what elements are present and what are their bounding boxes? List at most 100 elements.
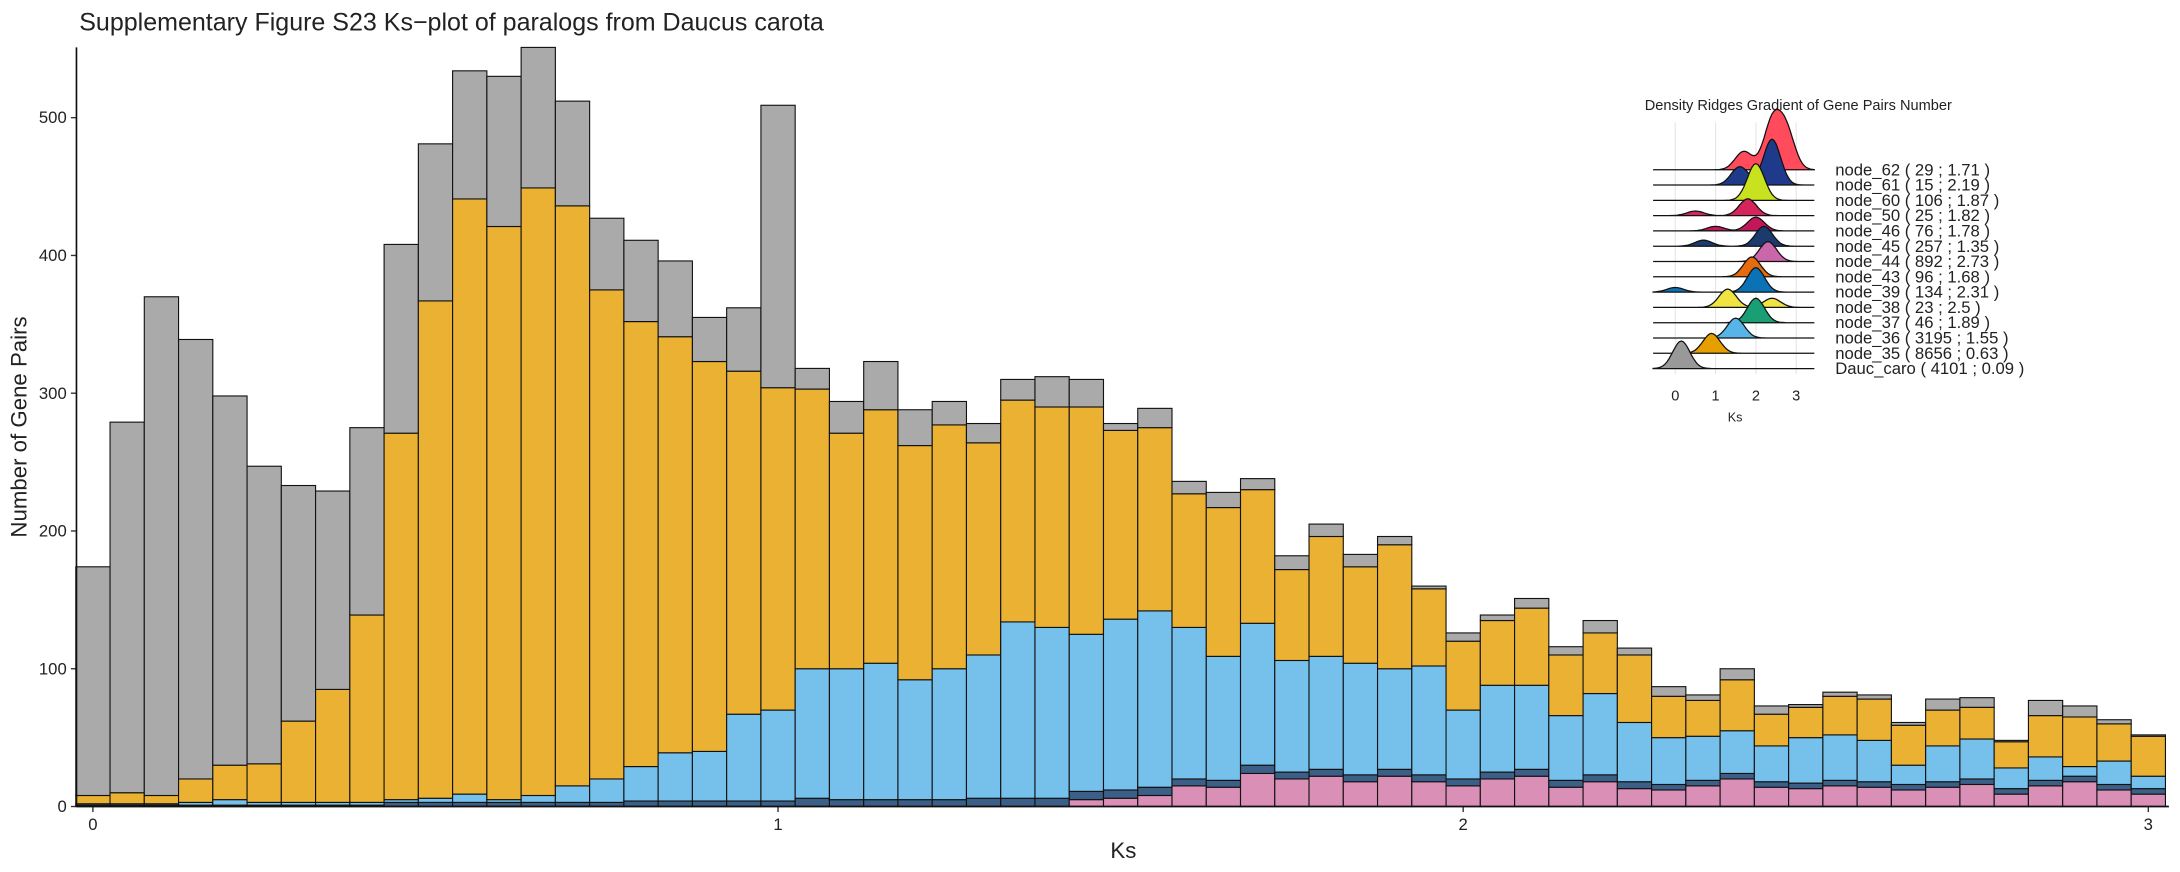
bar-segment (1890, 783, 1927, 791)
bar-segment (1514, 597, 1550, 609)
bar-segment (1411, 781, 1447, 808)
bar-segment (1376, 775, 1413, 808)
bar-segment (246, 465, 282, 765)
bar-segment (1856, 694, 1892, 700)
ridge (1653, 240, 1815, 263)
bar-segment (1479, 684, 1516, 773)
bar-segment (1753, 713, 1790, 747)
bar-segment (1205, 655, 1242, 781)
ridge (1653, 317, 1815, 339)
bar-segment (760, 709, 796, 802)
bar-segment (589, 778, 625, 803)
ridge-label: node_35 ( 8656 ; 0.63 ) (1835, 344, 2008, 363)
bar-segment (1651, 783, 1687, 791)
ridge-label: node_62 ( 29 ; 1.71 ) (1835, 160, 1990, 179)
bar-segment (1171, 493, 1207, 628)
x-tick-label: 2 (1459, 815, 1468, 834)
bar-segment (1034, 626, 1070, 799)
bar-segment (1068, 633, 1105, 792)
bar-segment (177, 338, 214, 780)
bar-segment (1753, 705, 1790, 715)
bar-segment (691, 316, 728, 363)
bar-segment (1582, 781, 1618, 808)
bar-segment (828, 432, 865, 670)
bar-segment (589, 217, 625, 291)
ridge-label: node_60 ( 106 ; 1.87 ) (1835, 191, 1999, 210)
bar-segment (520, 794, 556, 803)
bar-segment (863, 662, 899, 801)
bar-segment (657, 260, 693, 338)
bar-segment (726, 370, 762, 715)
ridge (1653, 288, 1815, 309)
bar-segment (760, 104, 796, 389)
bar-segment (1788, 704, 1824, 708)
bar-segment (1822, 691, 1858, 697)
inset-x-tick-label: 3 (1792, 389, 1800, 405)
bar-segment (897, 679, 933, 801)
ridge (1653, 256, 1815, 278)
bar-segment (1342, 781, 1379, 808)
bar-segment (1925, 786, 1961, 808)
ridge (1653, 162, 1815, 201)
bar-segment (520, 187, 556, 797)
bar-segment (1890, 789, 1927, 808)
bar-segment (1137, 794, 1173, 808)
bar-segment (1308, 535, 1344, 657)
bar-segment (1788, 782, 1824, 790)
bar-segment (486, 75, 522, 228)
bar-segment (246, 763, 282, 803)
bar-segment (623, 239, 659, 323)
y-tick-label: 300 (39, 384, 67, 403)
bar-segment (1342, 553, 1379, 568)
bar-segment (1308, 768, 1344, 777)
bar-segment (1788, 737, 1824, 784)
bar-segment (383, 432, 419, 801)
bar-segment (1239, 489, 1276, 624)
bar-segment (1719, 730, 1755, 775)
histogram: 0 100 200 300 400 500 0 1 2 3 (39, 46, 2169, 834)
bar-segment (1685, 785, 1721, 808)
bar-segment (1171, 626, 1207, 780)
bar-segment (1445, 640, 1481, 711)
bar-segment (177, 778, 214, 803)
bar-segment (794, 367, 830, 390)
y-tick-label: 100 (39, 659, 67, 678)
x-axis-label: Ks (1110, 838, 1136, 863)
ridge (1653, 198, 1815, 217)
y-axis-label: Number of Gene Pairs (6, 316, 31, 537)
inset-x-tick-label: 0 (1671, 389, 1679, 405)
bar-segment (1000, 399, 1036, 623)
inset-x-label: Ks (1728, 410, 1743, 424)
bar-segment (2027, 756, 2064, 781)
bar-segment (1445, 785, 1481, 808)
bar-segment (1651, 695, 1687, 739)
ridge-label: node_39 ( 134 ; 2.31 ) (1835, 283, 1999, 302)
bar-segment (143, 794, 180, 805)
bar-segment (1034, 797, 1070, 808)
bar-segment (1068, 378, 1105, 408)
bar-segment (1102, 789, 1139, 799)
bar-segment (1137, 786, 1173, 797)
bar-segment (212, 799, 248, 806)
bar-segment (1993, 793, 2029, 808)
bar-segment (315, 688, 351, 803)
bar-segment (520, 46, 556, 189)
bar-segment (383, 243, 419, 434)
bar-segment (349, 427, 385, 616)
bar-segment (1102, 422, 1139, 431)
bar-segment (2062, 775, 2098, 783)
bar-segment (2096, 760, 2132, 786)
bar-segment (2062, 705, 2098, 718)
y-tick-label: 200 (39, 522, 67, 541)
bar-segment (1616, 788, 1653, 808)
bar-segment (1822, 785, 1858, 808)
bar-segment (1719, 778, 1755, 808)
bar-segment (1685, 699, 1721, 737)
y-tick-label: 500 (39, 108, 67, 127)
bar-segment (1239, 764, 1276, 775)
bar-segment (143, 296, 180, 797)
bar-segment (2096, 719, 2132, 725)
bar-segment (2027, 699, 2064, 717)
